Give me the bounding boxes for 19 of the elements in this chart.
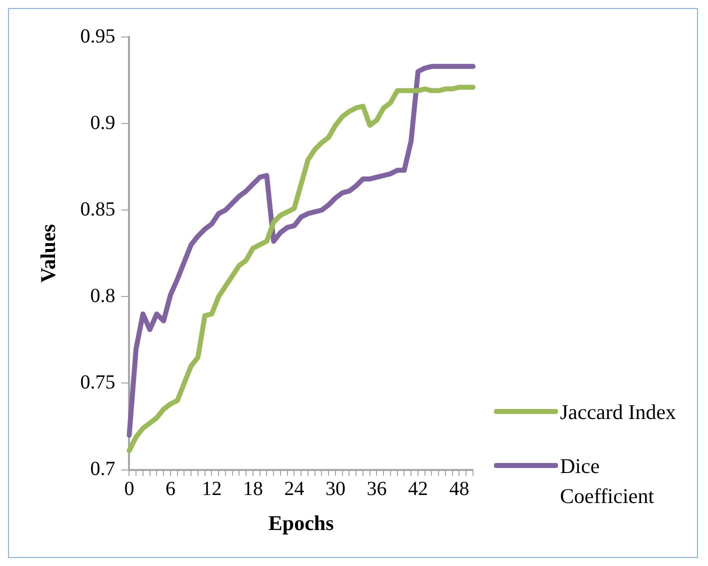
x-tick-label: 18 bbox=[242, 478, 263, 500]
x-axis-title: Epochs bbox=[268, 510, 334, 535]
legend-label: Dice Coefficient bbox=[560, 453, 656, 510]
legend-label: Jaccard Index bbox=[560, 399, 678, 426]
y-tick-label: 0.95 bbox=[80, 25, 116, 48]
y-axis-title: Values bbox=[36, 224, 60, 283]
y-tick-label: 0.9 bbox=[90, 112, 116, 134]
x-tick-label: 30 bbox=[325, 478, 346, 500]
y-tick-label: 0.8 bbox=[90, 284, 116, 307]
x-tick-label: 42 bbox=[408, 478, 428, 500]
x-tick-label: 24 bbox=[284, 478, 304, 500]
x-tick-label: 48 bbox=[449, 478, 470, 500]
y-tick-label: 0.7 bbox=[90, 458, 116, 480]
x-tick-label: 12 bbox=[202, 478, 222, 500]
x-tick-label: 36 bbox=[366, 478, 387, 500]
y-tick-label: 0.85 bbox=[80, 198, 116, 220]
x-tick-label: 6 bbox=[165, 478, 176, 500]
x-tick-label: 0 bbox=[124, 478, 134, 500]
y-tick-label: 0.75 bbox=[80, 371, 116, 394]
